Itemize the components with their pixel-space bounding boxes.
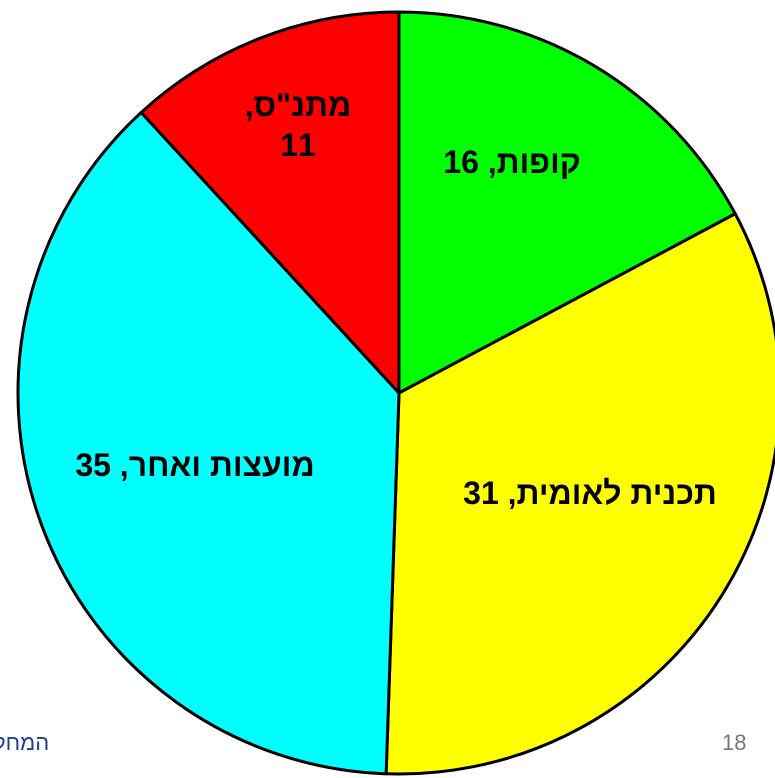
data-label: קופות, 16 — [443, 144, 581, 180]
data-label: מועצות ואחר, 35 — [75, 447, 315, 483]
pie-slice — [397, 10, 737, 395]
pie-slice — [384, 212, 775, 776]
page-number: 18 — [722, 730, 747, 755]
data-label: מתנ"ס, 11 — [244, 87, 352, 163]
pie-slice — [16, 110, 401, 776]
footer-text: המחל — [0, 730, 50, 755]
pie-slice — [139, 10, 401, 395]
data-label: תכנית לאומית, 31 — [463, 475, 717, 511]
